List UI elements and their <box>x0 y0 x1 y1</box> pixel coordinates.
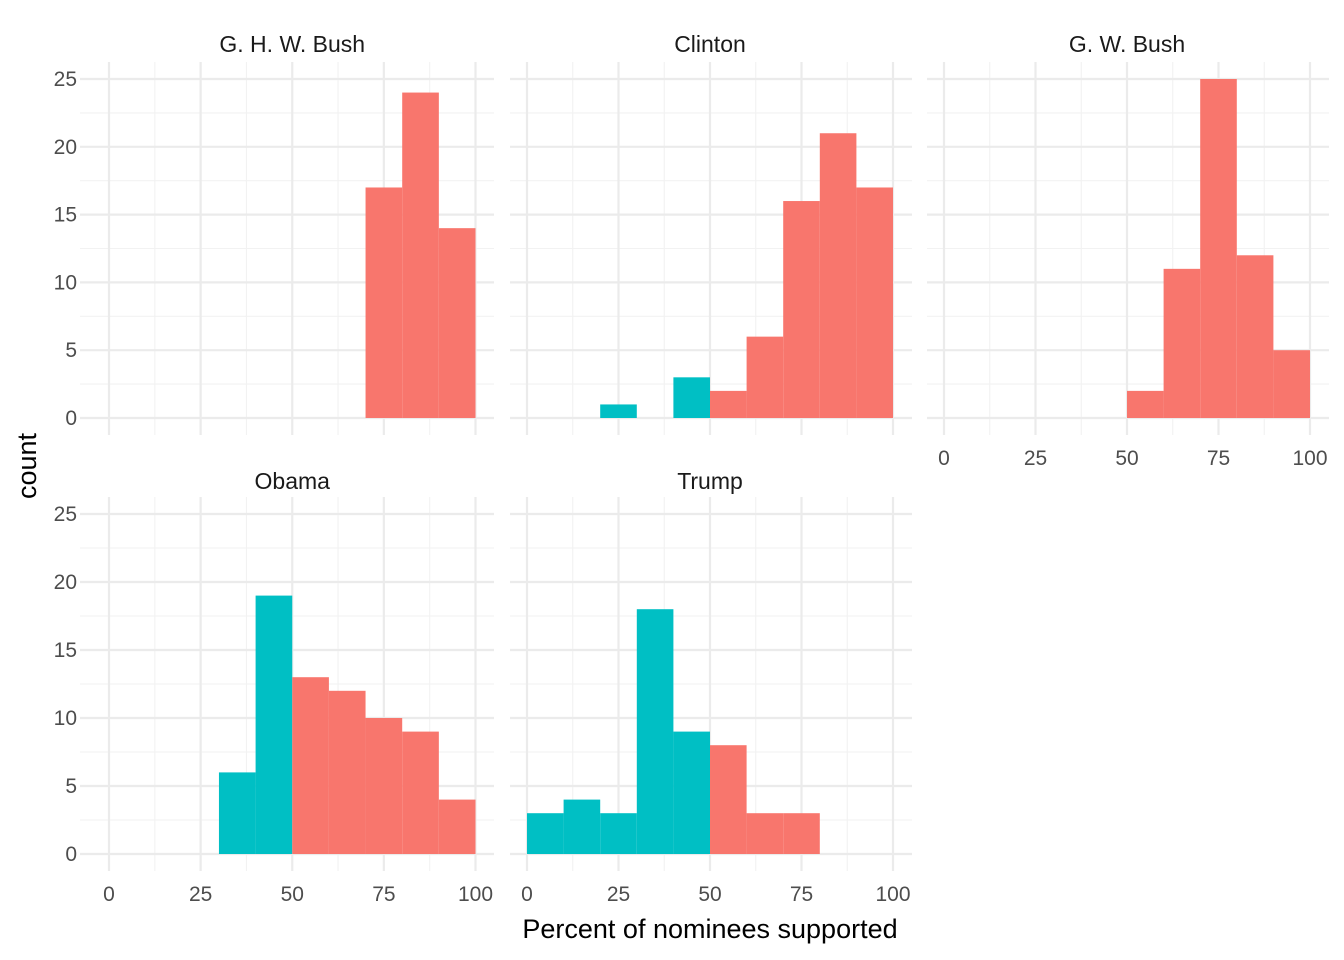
x-tick-label: 50 <box>698 883 721 906</box>
y-tick-label: 20 <box>54 136 77 159</box>
histogram-bar <box>600 813 637 854</box>
histogram-bar <box>673 377 710 418</box>
x-axis-title: Percent of nominees supported <box>522 914 897 944</box>
x-tick-label: 75 <box>1207 447 1230 470</box>
histogram-bar <box>402 92 439 418</box>
y-tick-label: 10 <box>54 707 77 730</box>
histogram-bar <box>636 609 674 854</box>
x-tick-label: 0 <box>103 883 115 906</box>
facet-title: G. W. Bush <box>1069 31 1185 57</box>
histogram-bar <box>1163 268 1201 418</box>
histogram-bar <box>438 799 476 854</box>
y-tick-label: 20 <box>54 571 77 594</box>
x-tick-label: 100 <box>875 883 910 906</box>
x-tick-label: 100 <box>458 883 493 906</box>
y-tick-label: 5 <box>65 339 77 362</box>
histogram-bar <box>710 390 747 418</box>
histogram-bar <box>1273 350 1310 418</box>
histogram-bar <box>600 404 637 418</box>
y-tick-label: 15 <box>54 639 77 662</box>
y-tick-label: 25 <box>54 503 77 526</box>
histogram-bar <box>402 731 439 854</box>
y-axis-title: count <box>12 432 42 499</box>
histogram-bar <box>328 690 366 854</box>
y-tick-label: 15 <box>54 204 77 227</box>
x-tick-label: 75 <box>372 883 395 906</box>
histogram-bar <box>856 187 893 418</box>
facet-panel-4: Obama 0 5 10 15 20 25 0 25 50 75 100 <box>54 468 494 906</box>
histogram-bar <box>1127 390 1164 418</box>
x-tick-label: 0 <box>938 447 950 470</box>
facet-title: Obama <box>255 468 331 494</box>
facet-panel-3: G. W. Bush 0 25 50 75 100 <box>927 31 1329 470</box>
histogram-bar <box>365 718 403 854</box>
y-tick-label: 0 <box>65 843 77 866</box>
histogram-bar <box>365 187 403 418</box>
facet-panel-2: Clinton <box>510 31 912 435</box>
histogram-bar <box>710 745 747 854</box>
x-tick-label: 25 <box>1024 447 1047 470</box>
facet-panels: G. H. W. Bush 0 5 10 15 20 25 Clinton G. W. Bush… <box>54 31 1329 906</box>
facet-panel-1: G. H. W. Bush 0 5 10 15 20 25 <box>54 31 494 435</box>
y-tick-label: 10 <box>54 271 77 294</box>
facet-title: G. H. W. Bush <box>219 31 365 57</box>
y-tick-label: 25 <box>54 68 77 91</box>
histogram-bar <box>1236 255 1274 418</box>
histogram-bar <box>783 201 820 418</box>
x-tick-label: 75 <box>790 883 813 906</box>
histogram-bar <box>438 228 476 418</box>
histogram-bar <box>746 336 784 418</box>
histogram-bar <box>783 813 820 854</box>
histogram-bar <box>292 677 329 854</box>
x-tick-label: 100 <box>1292 447 1327 470</box>
y-tick-label: 5 <box>65 775 77 798</box>
histogram-bar <box>819 133 857 419</box>
histogram-bar <box>673 731 710 854</box>
histogram-bar <box>255 595 293 854</box>
x-tick-label: 0 <box>521 883 533 906</box>
histogram-bar <box>527 813 564 854</box>
histogram-bar <box>746 813 784 854</box>
x-tick-label: 25 <box>189 883 212 906</box>
x-tick-label: 25 <box>607 883 630 906</box>
x-tick-label: 50 <box>281 883 304 906</box>
histogram-bar <box>218 772 256 854</box>
facet-panel-5: Trump 0 25 50 75 100 <box>510 468 912 906</box>
x-tick-label: 50 <box>1115 447 1138 470</box>
facet-title: Clinton <box>674 31 746 57</box>
facet-title: Trump <box>677 468 743 494</box>
histogram-bar <box>1200 79 1237 418</box>
histogram-bar <box>563 799 601 854</box>
y-tick-label: 0 <box>65 407 77 430</box>
